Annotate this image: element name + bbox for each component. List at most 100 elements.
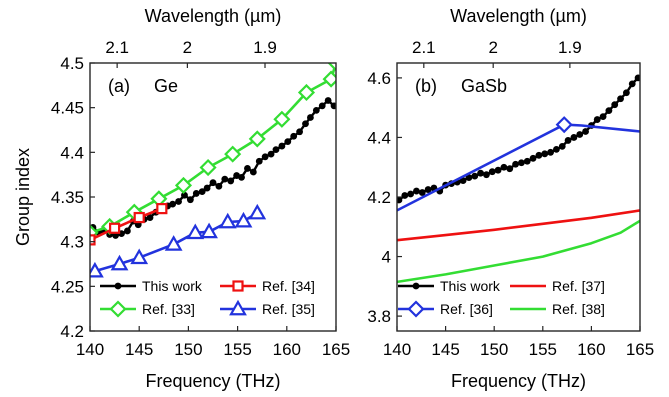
data-point — [272, 146, 280, 154]
data-point — [558, 142, 566, 150]
x-tick-label: 155 — [529, 340, 557, 359]
material-label: GaSb — [461, 76, 507, 96]
y-tick-label: 3.8 — [367, 307, 391, 326]
legend-marker — [232, 280, 244, 292]
data-point — [181, 191, 188, 199]
legend-label: Ref. [38] — [552, 301, 605, 317]
top-axis-label: Wavelength (µm) — [145, 6, 282, 26]
data-point — [488, 168, 496, 176]
legend-label: Ref. [34] — [262, 278, 315, 294]
y-tick-label: 4.5 — [60, 54, 84, 73]
y-tick-label: 4.3 — [60, 233, 84, 252]
data-point — [227, 177, 235, 185]
data-point — [290, 132, 298, 140]
legend-label: Ref. [35] — [262, 301, 315, 317]
data-point — [413, 187, 420, 195]
x-tick-label: 140 — [76, 340, 104, 359]
data-point — [267, 150, 275, 158]
legend-marker — [412, 282, 420, 290]
data-point — [506, 165, 514, 173]
data-point — [156, 203, 168, 215]
data-point — [209, 179, 217, 187]
data-point — [302, 120, 309, 128]
data-point — [477, 169, 484, 177]
panel-label: (b) — [415, 76, 437, 96]
data-point — [221, 175, 229, 183]
data-point — [238, 173, 245, 181]
series-line-2 — [397, 209, 640, 242]
data-point — [90, 234, 96, 246]
panel-b: 140 145 150 155 160 165 3.8 4 4.2 4.4 4.6 2.1 2 1.9 Wa… — [367, 6, 654, 391]
legend-label: Ref. [37] — [552, 278, 605, 294]
legend-label: This work — [440, 278, 501, 294]
y-axis-label: Group index — [13, 148, 33, 246]
material-label: Ge — [154, 76, 178, 96]
data-point — [564, 137, 572, 144]
series-line-3 — [397, 219, 640, 284]
legend-marker — [109, 300, 127, 318]
data-point — [500, 163, 508, 171]
top-tick-label: 2.1 — [412, 38, 436, 57]
x-tick-label: 145 — [125, 340, 153, 359]
data-point — [318, 102, 326, 110]
data-point — [605, 107, 613, 115]
data-point — [401, 192, 409, 199]
data-point — [133, 211, 145, 224]
data-point — [110, 254, 129, 271]
data-point — [169, 200, 177, 208]
x-tick-label: 150 — [174, 340, 202, 359]
data-point — [617, 95, 624, 103]
data-point — [541, 150, 549, 158]
data-point — [547, 148, 554, 156]
data-point — [628, 80, 636, 88]
data-point — [146, 214, 154, 221]
data-point — [535, 151, 543, 159]
data-point — [255, 157, 263, 165]
data-point — [200, 222, 218, 239]
y-tick-label: 4.35 — [51, 188, 84, 207]
data-point — [261, 153, 269, 161]
data-point — [555, 116, 573, 134]
data-point — [164, 235, 183, 251]
data-point — [297, 83, 316, 102]
data-point — [494, 166, 502, 174]
data-point — [465, 174, 473, 182]
data-point — [123, 227, 131, 235]
legend-marker — [114, 282, 122, 290]
x-tick-label: 160 — [273, 340, 301, 359]
y-tick-label: 4.4 — [367, 128, 391, 147]
panel-label: (a) — [108, 76, 130, 96]
x-axis-label: Frequency (THz) — [451, 371, 586, 391]
data-point — [312, 106, 320, 114]
data-point — [330, 102, 336, 110]
data-point — [307, 114, 314, 121]
y-tick-label: 4.6 — [367, 69, 391, 88]
data-point — [218, 212, 237, 229]
top-tick-label: 2 — [488, 38, 497, 57]
series-line-2 — [90, 207, 163, 242]
data-point — [570, 134, 578, 141]
data-point — [611, 101, 619, 109]
x-tick-label: 165 — [322, 340, 350, 359]
data-point — [174, 176, 193, 194]
data-point — [203, 184, 211, 192]
x-tick-label: 140 — [383, 340, 411, 359]
data-point — [512, 160, 519, 168]
data-point — [198, 188, 206, 196]
data-point — [397, 196, 403, 204]
data-point — [249, 168, 257, 176]
data-point — [248, 130, 266, 148]
data-point — [90, 261, 104, 278]
x-tick-label: 155 — [223, 340, 251, 359]
data-point — [186, 196, 194, 204]
data-point — [459, 177, 467, 185]
series-group — [397, 74, 640, 284]
data-point — [593, 116, 601, 123]
data-point — [175, 198, 182, 205]
y-tick-label: 4.2 — [367, 188, 391, 207]
y-tick-label: 4 — [382, 248, 391, 267]
top-tick-label: 1.9 — [558, 38, 582, 57]
top-tick-label: 2.1 — [105, 38, 129, 57]
data-point — [186, 223, 205, 240]
